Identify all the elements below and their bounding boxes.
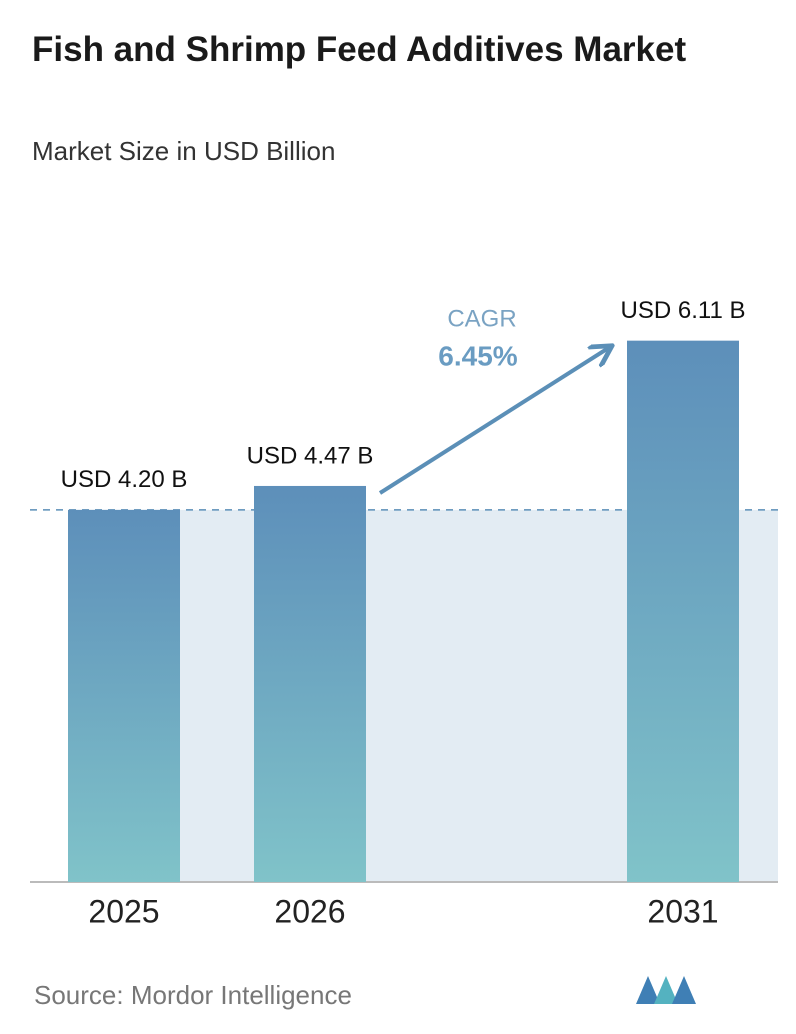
value-label: USD 4.20 B — [61, 466, 188, 493]
value-label: USD 6.11 B — [621, 297, 746, 324]
x-tick-label: 2025 — [88, 893, 159, 929]
cagr-arrow — [378, 347, 610, 495]
value-label: USD 4.47 B — [247, 442, 374, 469]
bar — [68, 509, 180, 882]
logo — [636, 976, 696, 1004]
source: Source: Mordor Intelligence — [34, 980, 352, 1010]
bar — [627, 340, 739, 882]
cagr-label: CAGR — [447, 305, 516, 332]
bar — [254, 485, 366, 882]
cagr-value: 6.45% — [438, 340, 517, 371]
x-tick-label: 2031 — [647, 893, 718, 929]
x-tick-label: 2026 — [274, 893, 345, 929]
chart-subtitle: Market Size in USD Billion — [32, 136, 336, 166]
chart-title: Fish and Shrimp Feed Additives Market — [32, 30, 687, 69]
